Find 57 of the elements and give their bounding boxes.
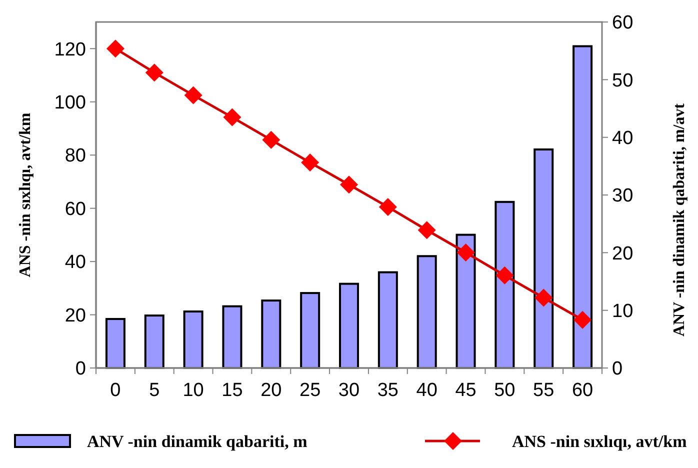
y-tick-label: 60	[64, 198, 86, 220]
y-tick-label: 100	[54, 92, 86, 114]
point	[534, 288, 553, 307]
point	[301, 154, 320, 172]
x-tick-label: 10	[182, 380, 204, 401]
x-tick-label: 35	[377, 380, 398, 401]
point	[456, 243, 475, 262]
y2-tick-label: 0	[612, 358, 623, 380]
y2-tick-label: 20	[612, 243, 634, 264]
bar	[378, 271, 398, 369]
x-tick-label: 60	[572, 380, 594, 401]
point	[145, 64, 164, 82]
x-tick-label: 25	[300, 380, 321, 401]
x-tick-label: 45	[455, 380, 476, 401]
y-axis-title: ANS -nin sıxlıqı, avt/km	[17, 112, 34, 278]
bar	[105, 318, 126, 369]
bar	[534, 148, 554, 369]
bar	[416, 255, 437, 369]
point	[574, 310, 592, 329]
y-tick-label: 20	[64, 305, 86, 326]
point	[340, 176, 358, 194]
x-tick-label: 40	[416, 380, 438, 401]
y-tick-label: 40	[64, 252, 86, 274]
point	[262, 130, 280, 149]
bar	[222, 305, 242, 369]
y-tick-label: 80	[64, 146, 86, 167]
x-tick-label: 55	[533, 380, 554, 401]
y2-tick-label: 40	[612, 128, 634, 149]
bar	[183, 310, 204, 369]
x-tick-label: 30	[338, 380, 360, 401]
y2-tick-label: 30	[612, 186, 634, 207]
bar	[456, 234, 476, 369]
point	[223, 108, 242, 126]
y2-tick-label: 10	[612, 300, 634, 322]
x-tick-label: 0	[110, 380, 121, 401]
x-tick-label: 50	[494, 380, 516, 401]
y2-axis-title: ANV -nin dinamik qabariti, m/avt	[671, 102, 688, 337]
bar	[494, 200, 515, 369]
y2-tick-label: 60	[612, 12, 634, 34]
legend-label: ANS -nin sıxlıqı, avt/km	[512, 432, 687, 451]
y-tick-label: 0	[75, 358, 86, 380]
y2-tick-label: 50	[612, 70, 634, 92]
y-tick-label: 120	[54, 39, 86, 60]
point	[418, 221, 436, 240]
x-tick-label: 15	[222, 380, 243, 401]
point	[106, 40, 124, 58]
point	[378, 198, 397, 216]
bar	[339, 282, 359, 369]
bar	[300, 292, 320, 369]
point	[184, 86, 202, 104]
x-tick-label: 5	[149, 380, 160, 401]
bar	[572, 45, 593, 369]
point	[496, 266, 514, 284]
legend-label: ANV -nin dinamik qabariti, m	[87, 432, 308, 451]
bar	[144, 314, 164, 369]
x-tick-label: 20	[260, 380, 282, 401]
bar	[261, 300, 282, 369]
